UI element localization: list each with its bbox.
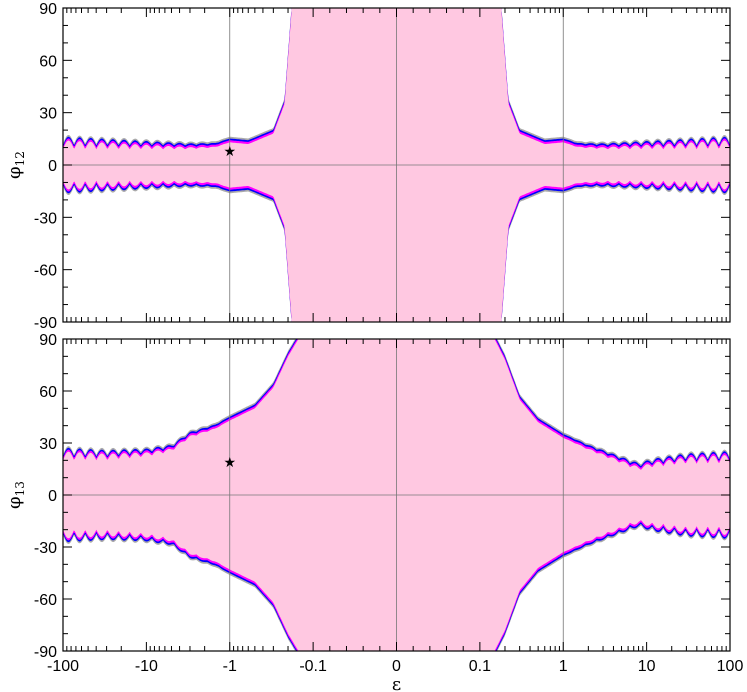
x-ticks: [62, 8, 731, 322]
x-tick-label: 1: [559, 658, 568, 675]
y-tick-label: -90: [34, 644, 57, 661]
y-tick-label: 90: [39, 1, 57, 18]
y-tick-label: -60: [34, 263, 57, 280]
y-tick-label: 30: [39, 436, 57, 453]
y-tick-label: 0: [48, 488, 57, 505]
x-tick-labels: -100 -10 -1 -0.1 0 0.1 1 10 100: [47, 658, 743, 675]
y-axis-title: φ13: [4, 481, 27, 509]
y-tick-label: 30: [39, 106, 57, 123]
x-tick-label: -100: [47, 658, 79, 675]
x-tick-label: 10: [638, 658, 656, 675]
y-tick-label: 60: [39, 53, 57, 70]
x-tick-label: 0.1: [469, 658, 491, 675]
panel-phi12: ★ 90 60 30 0 -30 -60 -90 φ12: [4, 1, 731, 332]
x-ticks: [62, 339, 731, 651]
star-marker: ★: [223, 455, 236, 471]
y-tick-label: -60: [34, 592, 57, 609]
panel-phi13: ★ 90 60 30 0 -30 -60 -90 φ13: [4, 332, 731, 661]
y-tick-label: -30: [34, 210, 57, 227]
x-axis-title: ε: [392, 674, 401, 692]
y-tick-label: -30: [34, 540, 57, 557]
y-tick-label: 90: [39, 332, 57, 349]
y-tick-label: -90: [34, 315, 57, 332]
x-tick-label: -10: [135, 658, 158, 675]
x-tick-label: 100: [717, 658, 744, 675]
y-axis-title: φ12: [4, 151, 27, 179]
x-tick-label: -0.1: [299, 658, 327, 675]
x-tick-label: -1: [223, 658, 237, 675]
star-marker: ★: [223, 144, 236, 160]
x-tick-label: 0: [392, 658, 401, 675]
y-tick-label: 60: [39, 384, 57, 401]
y-tick-label: 0: [48, 158, 57, 175]
